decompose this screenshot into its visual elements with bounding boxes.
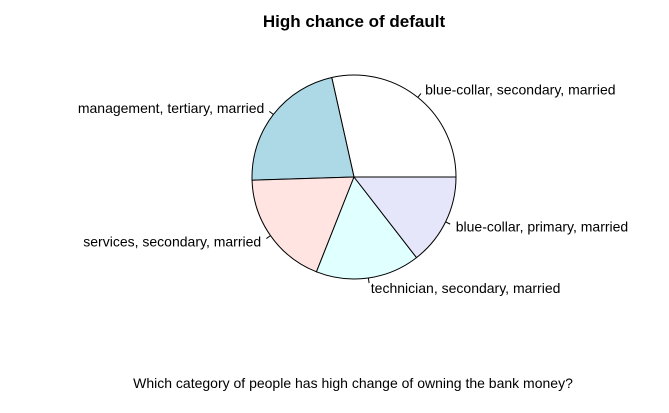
pie-slices: [251, 74, 457, 280]
x-axis-label: Which category of people has high change…: [133, 375, 573, 391]
pie-label-2: management, tertiary, married: [78, 100, 264, 116]
pie-labels: blue-collar, secondary, married managemen…: [78, 81, 628, 296]
pie-leader-5: [445, 221, 451, 225]
pie-label-4: technician, secondary, married: [371, 280, 561, 296]
pie-label-3: services, secondary, married: [83, 234, 261, 250]
pie-leader-1: [417, 93, 422, 98]
pie-label-5: blue-collar, primary, married: [456, 218, 628, 234]
chart-title: High chance of default: [263, 12, 446, 31]
pie-label-1: blue-collar, secondary, married: [425, 81, 615, 97]
pie-leader-4: [367, 277, 370, 284]
pie-slice-3: [251, 176, 355, 273]
pie-slice-2: [251, 76, 355, 181]
pie-slice-4: [315, 176, 418, 280]
pie-leader-3: [266, 235, 271, 239]
pie-leader-2: [269, 110, 274, 115]
